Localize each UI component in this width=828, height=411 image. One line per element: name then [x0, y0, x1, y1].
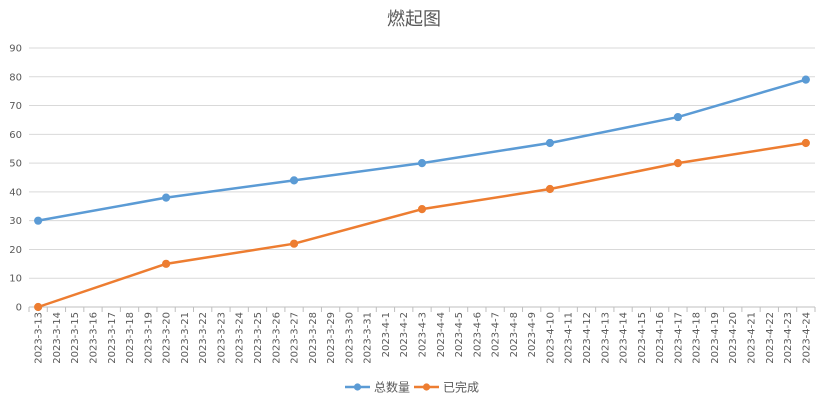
x-tick-label: 2023-4-15 — [637, 312, 648, 364]
x-tick-label: 2023-4-19 — [710, 312, 721, 364]
series-line-0 — [36, 78, 808, 222]
x-tick-label: 2023-4-6 — [472, 312, 483, 357]
x-tick-label: 2023-4-12 — [582, 312, 593, 364]
series-line-1 — [36, 141, 808, 309]
x-tick-label: 2023-3-15 — [70, 312, 81, 364]
y-tick-label: 20 — [9, 245, 22, 256]
x-tick-label: 2023-4-11 — [564, 312, 575, 364]
y-tick-label: 10 — [9, 274, 22, 285]
x-tick-label: 2023-3-24 — [235, 312, 246, 364]
x-tick-label: 2023-4-2 — [399, 312, 410, 357]
y-tick-label: 80 — [9, 72, 22, 83]
legend-label: 总数量 — [374, 380, 410, 395]
x-tick-label: 2023-4-10 — [545, 312, 556, 364]
chart-title: 燃起图 — [387, 9, 441, 30]
x-tick-label: 2023-3-27 — [290, 312, 301, 364]
x-tick-label: 2023-3-28 — [308, 312, 319, 364]
y-tick-label: 30 — [9, 216, 22, 227]
data-point — [545, 184, 555, 194]
x-tick-label: 2023-4-7 — [491, 312, 502, 357]
x-tick-label: 2023-3-14 — [52, 312, 63, 364]
x-tick-label: 2023-3-26 — [271, 312, 282, 364]
y-tick-label: 70 — [9, 101, 22, 112]
y-tick-label: 90 — [9, 44, 22, 55]
y-tick-label: 50 — [9, 159, 22, 170]
data-point — [417, 159, 427, 168]
y-tick-label: 0 — [16, 303, 22, 314]
data-point — [545, 138, 555, 148]
x-tick-label: 2023-3-29 — [326, 312, 337, 364]
data-point — [161, 259, 171, 268]
x-tick-label: 2023-4-3 — [418, 312, 429, 357]
x-tick-label: 2023-4-17 — [673, 312, 684, 364]
legend-label: 已完成 — [443, 380, 479, 395]
x-tick-label: 2023-4-24 — [801, 312, 812, 364]
x-tick-label: 2023-4-20 — [728, 312, 739, 364]
x-tick-label: 2023-3-13 — [34, 312, 45, 364]
x-tick-label: 2023-4-8 — [509, 312, 520, 357]
y-tick-label: 40 — [9, 187, 22, 198]
x-tick-label: 2023-3-17 — [107, 312, 118, 364]
x-tick-label: 2023-4-4 — [436, 312, 447, 357]
data-point — [673, 159, 683, 168]
x-tick-label: 2023-3-21 — [180, 312, 191, 364]
x-tick-label: 2023-3-20 — [162, 312, 173, 364]
data-point — [34, 216, 43, 225]
x-tick-label: 2023-4-18 — [692, 312, 703, 364]
data-point — [161, 193, 171, 202]
data-point — [801, 75, 810, 84]
data-point — [417, 205, 427, 214]
x-tick-label: 2023-3-25 — [253, 312, 264, 364]
data-point — [289, 239, 299, 248]
series-lines — [34, 75, 810, 312]
x-tick-label: 2023-4-16 — [655, 312, 666, 364]
legend: 总数量 已完成 — [345, 380, 479, 395]
x-tick-label: 2023-3-16 — [88, 312, 99, 364]
x-tick-label: 2023-3-22 — [198, 312, 209, 364]
axes: 0 10 20 30 40 50 60 70 80 90 2023-3-13 2023-3-14 202… — [9, 44, 816, 364]
legend-swatch-marker — [422, 383, 431, 391]
data-point — [34, 302, 43, 312]
x-tick-label: 2023-4-9 — [527, 312, 538, 357]
x-tick-label: 2023-3-18 — [125, 312, 136, 364]
x-tick-label: 2023-4-5 — [454, 312, 465, 357]
data-point — [801, 138, 810, 148]
x-tick-label: 2023-4-21 — [747, 312, 758, 364]
x-tick-label: 2023-4-14 — [619, 312, 630, 364]
data-point — [673, 112, 683, 122]
legend-swatch-marker — [353, 383, 362, 391]
x-tick-label: 2023-3-30 — [344, 312, 355, 364]
x-tick-label: 2023-4-23 — [783, 312, 794, 364]
gridlines — [29, 47, 815, 308]
x-tick-label: 2023-4-1 — [381, 312, 392, 357]
data-point — [289, 176, 299, 185]
y-tick-label: 60 — [9, 130, 22, 141]
x-tick-label: 2023-4-22 — [765, 312, 776, 364]
x-tick-label: 2023-3-31 — [363, 312, 374, 364]
x-tick-label: 2023-3-19 — [143, 312, 154, 364]
x-tick-label: 2023-4-13 — [600, 312, 611, 364]
x-tick-label: 2023-3-23 — [216, 312, 227, 364]
